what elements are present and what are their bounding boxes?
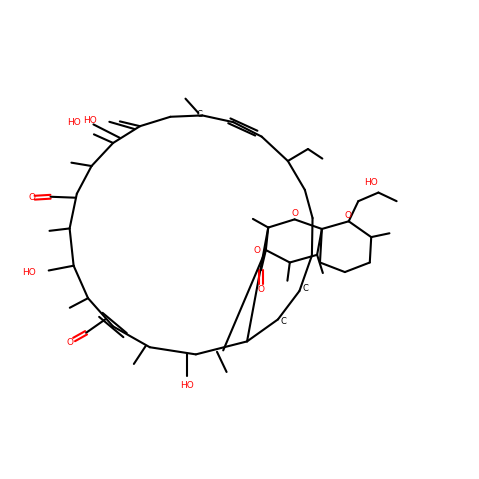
Text: O: O <box>67 338 74 347</box>
Text: HO: HO <box>83 116 97 125</box>
Text: C: C <box>197 110 203 119</box>
Text: C: C <box>281 317 286 326</box>
Text: O: O <box>258 285 264 294</box>
Text: HO: HO <box>181 381 194 390</box>
Text: HO: HO <box>23 268 36 277</box>
Text: HO: HO <box>365 178 378 186</box>
Text: O: O <box>254 246 261 254</box>
Text: O: O <box>28 193 35 202</box>
Text: HO: HO <box>67 117 80 126</box>
Text: O: O <box>291 209 298 217</box>
Text: C: C <box>302 284 308 293</box>
Text: O: O <box>344 211 351 219</box>
